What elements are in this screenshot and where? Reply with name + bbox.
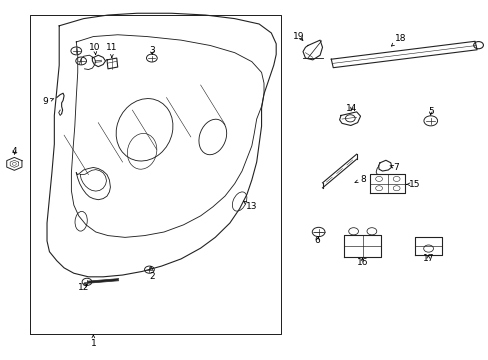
Text: 12: 12	[78, 283, 89, 292]
Text: 19: 19	[293, 32, 304, 41]
Text: 11: 11	[106, 43, 118, 58]
Text: 5: 5	[427, 107, 433, 116]
Text: 16: 16	[356, 258, 367, 267]
Text: 2: 2	[149, 267, 154, 281]
Text: 1: 1	[90, 335, 96, 348]
Text: 17: 17	[422, 255, 433, 264]
Text: 13: 13	[243, 201, 257, 211]
Text: 15: 15	[406, 180, 420, 189]
Text: 9: 9	[42, 97, 54, 106]
Text: 6: 6	[314, 237, 320, 246]
Text: 10: 10	[89, 43, 101, 55]
Text: 14: 14	[346, 104, 357, 113]
Text: 8: 8	[354, 175, 366, 184]
Text: 3: 3	[149, 46, 154, 55]
Text: 18: 18	[390, 34, 406, 46]
Text: 7: 7	[389, 163, 398, 172]
Text: 4: 4	[12, 147, 17, 156]
